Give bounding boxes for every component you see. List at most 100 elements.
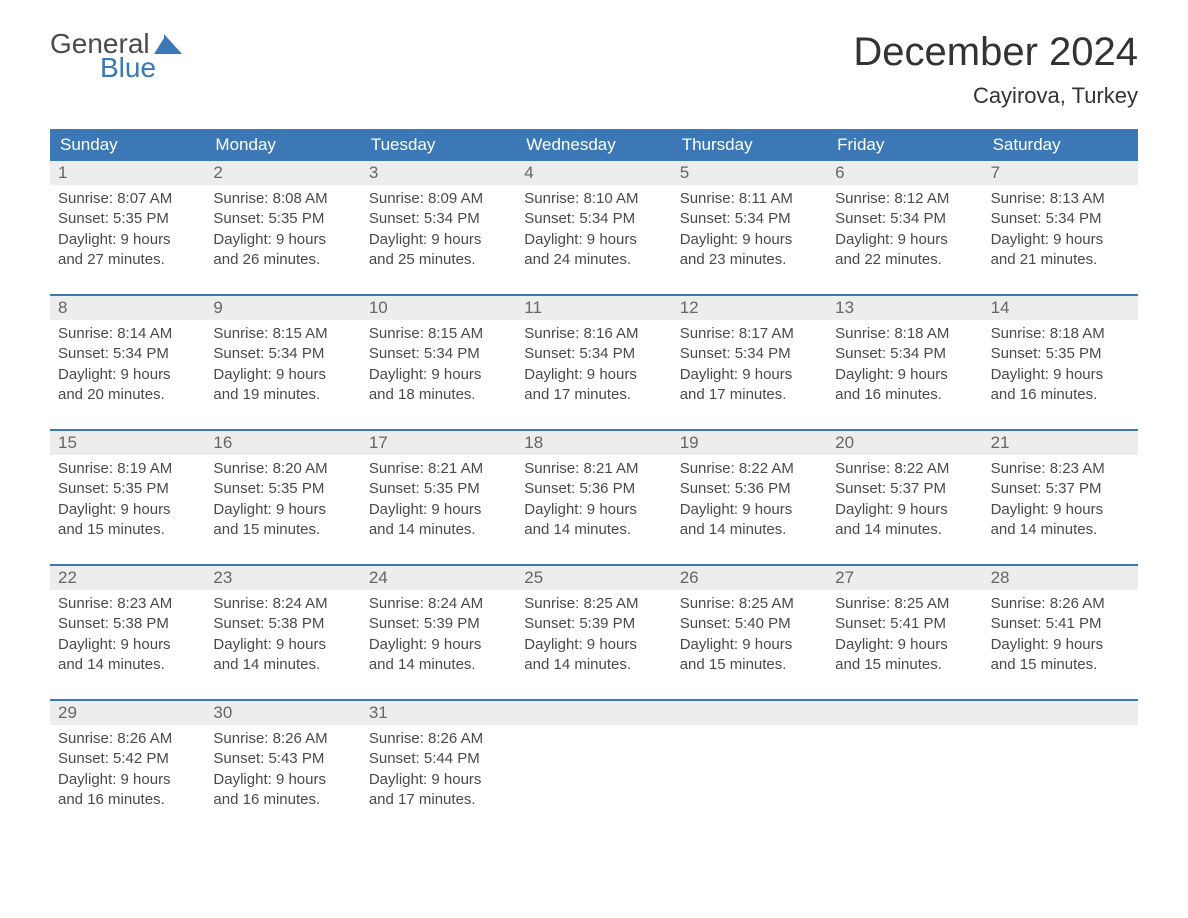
- day-number: 29: [50, 701, 205, 725]
- day-number-row: 891011121314: [50, 296, 1138, 320]
- header: General Blue December 2024 Cayirova, Tur…: [50, 30, 1138, 109]
- day-number: 18: [516, 431, 671, 455]
- day-number: [983, 701, 1138, 725]
- sunset-line: Sunset: 5:34 PM: [369, 344, 508, 364]
- day-cell: Sunrise: 8:16 AMSunset: 5:34 PMDaylight:…: [516, 320, 671, 415]
- day-cell: Sunrise: 8:26 AMSunset: 5:42 PMDaylight:…: [50, 725, 205, 820]
- day-cell: [827, 725, 982, 820]
- day-cell: Sunrise: 8:24 AMSunset: 5:38 PMDaylight:…: [205, 590, 360, 685]
- day-cell: Sunrise: 8:10 AMSunset: 5:34 PMDaylight:…: [516, 185, 671, 280]
- daylight-line: Daylight: 9 hours and 14 minutes.: [835, 500, 974, 541]
- day-number: 7: [983, 161, 1138, 185]
- sunrise-line: Sunrise: 8:25 AM: [524, 594, 663, 614]
- sunset-line: Sunset: 5:39 PM: [524, 614, 663, 634]
- daylight-line: Daylight: 9 hours and 25 minutes.: [369, 230, 508, 271]
- sunrise-line: Sunrise: 8:07 AM: [58, 189, 197, 209]
- daylight-line: Daylight: 9 hours and 17 minutes.: [680, 365, 819, 406]
- day-number: 27: [827, 566, 982, 590]
- day-content-row: Sunrise: 8:07 AMSunset: 5:35 PMDaylight:…: [50, 185, 1138, 280]
- sunset-line: Sunset: 5:35 PM: [991, 344, 1130, 364]
- daylight-line: Daylight: 9 hours and 14 minutes.: [524, 635, 663, 676]
- day-number: 6: [827, 161, 982, 185]
- day-cell: [672, 725, 827, 820]
- daylight-line: Daylight: 9 hours and 15 minutes.: [835, 635, 974, 676]
- day-content-row: Sunrise: 8:14 AMSunset: 5:34 PMDaylight:…: [50, 320, 1138, 415]
- day-number: [672, 701, 827, 725]
- day-cell: Sunrise: 8:14 AMSunset: 5:34 PMDaylight:…: [50, 320, 205, 415]
- day-cell: Sunrise: 8:26 AMSunset: 5:43 PMDaylight:…: [205, 725, 360, 820]
- sunrise-line: Sunrise: 8:14 AM: [58, 324, 197, 344]
- sunset-line: Sunset: 5:37 PM: [835, 479, 974, 499]
- day-number: 11: [516, 296, 671, 320]
- daylight-line: Daylight: 9 hours and 15 minutes.: [213, 500, 352, 541]
- day-number: 24: [361, 566, 516, 590]
- sunset-line: Sunset: 5:41 PM: [835, 614, 974, 634]
- month-title: December 2024: [853, 30, 1138, 75]
- day-number: 20: [827, 431, 982, 455]
- day-number: 15: [50, 431, 205, 455]
- daylight-line: Daylight: 9 hours and 17 minutes.: [524, 365, 663, 406]
- day-number: 10: [361, 296, 516, 320]
- day-cell: Sunrise: 8:07 AMSunset: 5:35 PMDaylight:…: [50, 185, 205, 280]
- daylight-line: Daylight: 9 hours and 14 minutes.: [213, 635, 352, 676]
- sunset-line: Sunset: 5:34 PM: [680, 209, 819, 229]
- sunset-line: Sunset: 5:34 PM: [835, 209, 974, 229]
- daylight-line: Daylight: 9 hours and 21 minutes.: [991, 230, 1130, 271]
- sunrise-line: Sunrise: 8:25 AM: [680, 594, 819, 614]
- week-block: 15161718192021Sunrise: 8:19 AMSunset: 5:…: [50, 429, 1138, 550]
- daylight-line: Daylight: 9 hours and 27 minutes.: [58, 230, 197, 271]
- sunrise-line: Sunrise: 8:16 AM: [524, 324, 663, 344]
- sunset-line: Sunset: 5:35 PM: [58, 479, 197, 499]
- daylight-line: Daylight: 9 hours and 24 minutes.: [524, 230, 663, 271]
- sunset-line: Sunset: 5:38 PM: [213, 614, 352, 634]
- day-header-cell: Tuesday: [361, 129, 516, 161]
- day-cell: Sunrise: 8:12 AMSunset: 5:34 PMDaylight:…: [827, 185, 982, 280]
- daylight-line: Daylight: 9 hours and 14 minutes.: [369, 500, 508, 541]
- logo: General Blue: [50, 30, 182, 82]
- weeks-container: 1234567Sunrise: 8:07 AMSunset: 5:35 PMDa…: [50, 161, 1138, 820]
- daylight-line: Daylight: 9 hours and 16 minutes.: [835, 365, 974, 406]
- sunset-line: Sunset: 5:34 PM: [524, 209, 663, 229]
- daylight-line: Daylight: 9 hours and 18 minutes.: [369, 365, 508, 406]
- sunrise-line: Sunrise: 8:10 AM: [524, 189, 663, 209]
- day-cell: Sunrise: 8:15 AMSunset: 5:34 PMDaylight:…: [361, 320, 516, 415]
- sunrise-line: Sunrise: 8:15 AM: [369, 324, 508, 344]
- day-number: 5: [672, 161, 827, 185]
- sunset-line: Sunset: 5:35 PM: [58, 209, 197, 229]
- sunrise-line: Sunrise: 8:26 AM: [369, 729, 508, 749]
- daylight-line: Daylight: 9 hours and 15 minutes.: [58, 500, 197, 541]
- sunrise-line: Sunrise: 8:11 AM: [680, 189, 819, 209]
- sunset-line: Sunset: 5:42 PM: [58, 749, 197, 769]
- day-cell: Sunrise: 8:19 AMSunset: 5:35 PMDaylight:…: [50, 455, 205, 550]
- day-cell: Sunrise: 8:25 AMSunset: 5:41 PMDaylight:…: [827, 590, 982, 685]
- title-block: December 2024 Cayirova, Turkey: [853, 30, 1138, 109]
- sunset-line: Sunset: 5:40 PM: [680, 614, 819, 634]
- daylight-line: Daylight: 9 hours and 14 minutes.: [58, 635, 197, 676]
- flag-icon: [154, 34, 182, 54]
- day-number: 4: [516, 161, 671, 185]
- day-number: 28: [983, 566, 1138, 590]
- daylight-line: Daylight: 9 hours and 16 minutes.: [991, 365, 1130, 406]
- day-header-cell: Wednesday: [516, 129, 671, 161]
- sunrise-line: Sunrise: 8:08 AM: [213, 189, 352, 209]
- day-cell: Sunrise: 8:26 AMSunset: 5:41 PMDaylight:…: [983, 590, 1138, 685]
- sunset-line: Sunset: 5:38 PM: [58, 614, 197, 634]
- day-number: 9: [205, 296, 360, 320]
- day-cell: Sunrise: 8:18 AMSunset: 5:34 PMDaylight:…: [827, 320, 982, 415]
- sunrise-line: Sunrise: 8:26 AM: [58, 729, 197, 749]
- day-number: 26: [672, 566, 827, 590]
- sunset-line: Sunset: 5:35 PM: [213, 209, 352, 229]
- day-number-row: 1234567: [50, 161, 1138, 185]
- day-number: 31: [361, 701, 516, 725]
- day-cell: Sunrise: 8:21 AMSunset: 5:36 PMDaylight:…: [516, 455, 671, 550]
- daylight-line: Daylight: 9 hours and 17 minutes.: [369, 770, 508, 811]
- day-cell: Sunrise: 8:15 AMSunset: 5:34 PMDaylight:…: [205, 320, 360, 415]
- day-number-row: 293031: [50, 701, 1138, 725]
- day-cell: [516, 725, 671, 820]
- day-cell: Sunrise: 8:22 AMSunset: 5:37 PMDaylight:…: [827, 455, 982, 550]
- day-header-cell: Sunday: [50, 129, 205, 161]
- daylight-line: Daylight: 9 hours and 14 minutes.: [369, 635, 508, 676]
- sunrise-line: Sunrise: 8:09 AM: [369, 189, 508, 209]
- sunset-line: Sunset: 5:34 PM: [369, 209, 508, 229]
- sunrise-line: Sunrise: 8:23 AM: [991, 459, 1130, 479]
